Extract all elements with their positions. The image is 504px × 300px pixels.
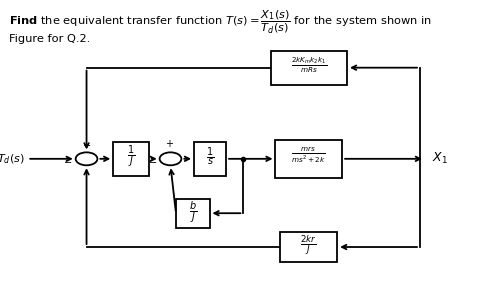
- Text: $\mathbf{Find}$ the equivalent transfer function $T(s)=\dfrac{X_1(s)}{T_d(s)}$ f: $\mathbf{Find}$ the equivalent transfer …: [9, 9, 432, 36]
- Text: $-$: $-$: [148, 156, 157, 166]
- Text: $+$: $+$: [164, 138, 173, 149]
- Text: $\frac{2kK_mk_2k_1}{mRs}$: $\frac{2kK_mk_2k_1}{mRs}$: [291, 55, 327, 75]
- Text: $-$: $-$: [83, 139, 92, 149]
- Text: $\frac{1}{s}$: $\frac{1}{s}$: [206, 145, 214, 168]
- Bar: [176, 199, 210, 228]
- Circle shape: [76, 152, 97, 165]
- Bar: [276, 140, 342, 178]
- Text: $\frac{mrs}{ms^2+2k}$: $\frac{mrs}{ms^2+2k}$: [291, 146, 326, 165]
- Bar: [113, 142, 149, 176]
- Bar: [280, 232, 337, 262]
- Bar: [194, 142, 226, 176]
- Circle shape: [160, 152, 181, 165]
- Text: $\frac{2kr}{J}$: $\frac{2kr}{J}$: [300, 234, 317, 257]
- Text: $\frac{b}{J}$: $\frac{b}{J}$: [188, 199, 197, 224]
- Text: $X_1$: $X_1$: [432, 151, 448, 166]
- Bar: [271, 51, 347, 85]
- Text: $T_d(s)$: $T_d(s)$: [0, 152, 25, 166]
- Text: $\frac{1}{J}$: $\frac{1}{J}$: [127, 143, 135, 170]
- Text: $-$: $-$: [62, 156, 72, 166]
- Text: Figure for Q.2.: Figure for Q.2.: [9, 34, 90, 44]
